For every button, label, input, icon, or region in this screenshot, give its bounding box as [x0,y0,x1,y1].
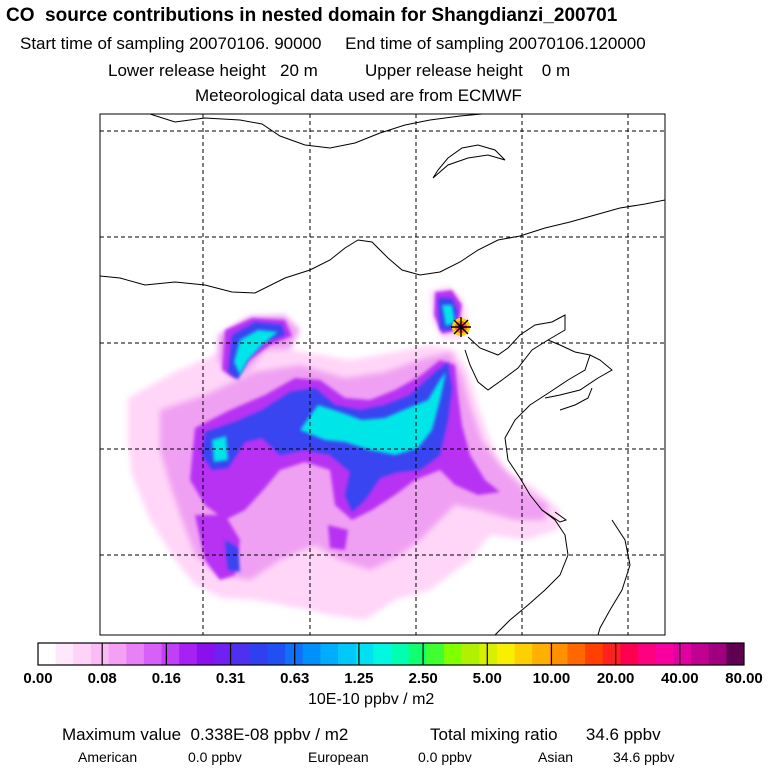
colorbar-tick-label: 0.31 [215,670,246,687]
colorbar-cell [620,643,639,665]
colorbar-cell [638,643,657,665]
colorbar-cell [338,643,357,665]
sampling-times: Start time of sampling 20070106. 90000 E… [20,35,646,52]
colorbar-cell [179,643,198,665]
american-label: American [78,749,138,765]
colorbar-cell [726,643,745,665]
colorbar-cell [143,643,162,665]
release-heights: Lower release height 20 m Upper release … [108,62,570,79]
european-label: European [308,749,369,765]
start-value: 20070106. 90000 [189,34,322,53]
american-value: 0.0 ppbv [188,749,242,765]
colorbar-tick-label: 80.00 [725,670,763,687]
upper-label: Upper release height [365,61,523,80]
colorbar-tick-label: 10.00 [532,670,571,687]
lat-lon-grid [100,114,665,635]
colorbar-frame [37,642,745,666]
start-label: Start time of sampling [20,34,185,53]
colorbar-cell [373,643,392,665]
upper-value: 0 m [541,61,571,80]
lower-label: Lower release height [108,61,266,80]
total-label: Total mixing ratio [430,725,558,744]
colorbar-major-ticks [101,643,681,665]
colorbar-cell [549,643,568,665]
end-value: 20070106.120000 [508,34,646,53]
asian-label: Asian [538,749,574,765]
colorbar-cell [214,643,233,665]
plot-title: CO source contributions in nested domain… [6,5,618,26]
colorbar-cell [302,643,321,665]
colorbar-cell [708,643,727,665]
asian-value: 34.6 ppbv [613,749,675,765]
colorbar-cell [161,643,180,665]
colorbar-cell [532,643,551,665]
colorbar-cell [496,643,515,665]
colorbar-units: 10E-10 ppbv / m2 [308,691,435,708]
colorbar-cell [567,643,586,665]
colorbar-cell [408,643,427,665]
colorbar-cell [514,643,533,665]
colorbar-cell [355,643,374,665]
colorbar-cell [461,643,480,665]
colorbar-cell [285,643,304,665]
max-value: Maximum value 0.338E-08 ppbv / m2 [62,726,348,743]
colorbar-cell [585,643,604,665]
colorbar-tick-label: 0.00 [23,670,53,687]
total-number: 34.6 ppbv [585,725,661,744]
colorbar-cell [320,643,339,665]
colorbar-cell [691,643,710,665]
total-mixing-ratio: Total mixing ratio 34.6 ppbv [430,726,661,743]
colorbar-tick-label: 2.50 [408,670,438,687]
colorbar-cells [38,643,745,665]
colorbar-cell [443,643,462,665]
colorbar-cell [108,643,127,665]
colorbar-cell [479,643,498,665]
colorbar-cell [391,643,410,665]
coastlines [100,114,665,635]
colorbar-tick-label: 0.63 [280,670,310,687]
colorbar-cell [90,643,109,665]
colorbar-cell [38,643,57,665]
colorbar-cell [196,643,215,665]
map-frame [99,113,666,636]
colorbar-cell [126,643,145,665]
max-label: Maximum value [62,725,182,744]
colorbar-cell [602,643,621,665]
colorbar-cell [426,643,445,665]
lower-value: 20 m [280,61,318,80]
colorbar-cell [655,643,674,665]
colorbar-tick-label: 1.25 [344,670,374,687]
receptor-star-icon [451,317,471,337]
colorbar-tick-label: 20.00 [596,670,635,687]
end-label: End time of sampling [345,34,504,53]
colorbar-cell [673,643,692,665]
colorbar-tick-label: 5.00 [472,670,502,687]
colorbar-tick-label: 0.08 [87,670,117,687]
colorbar-cell [232,643,251,665]
colorbar-tick-label: 0.16 [151,670,181,687]
european-value: 0.0 ppbv [418,749,472,765]
max-number: 0.338E-08 ppbv / m2 [190,725,349,744]
colorbar-tick-label: 40.00 [661,670,699,687]
met-note: Meteorological data used are from ECMWF [195,86,522,105]
colorbar-cell [55,643,74,665]
colorbar-cell [73,643,92,665]
colorbar-cell [249,643,268,665]
colorbar-cell [267,643,286,665]
